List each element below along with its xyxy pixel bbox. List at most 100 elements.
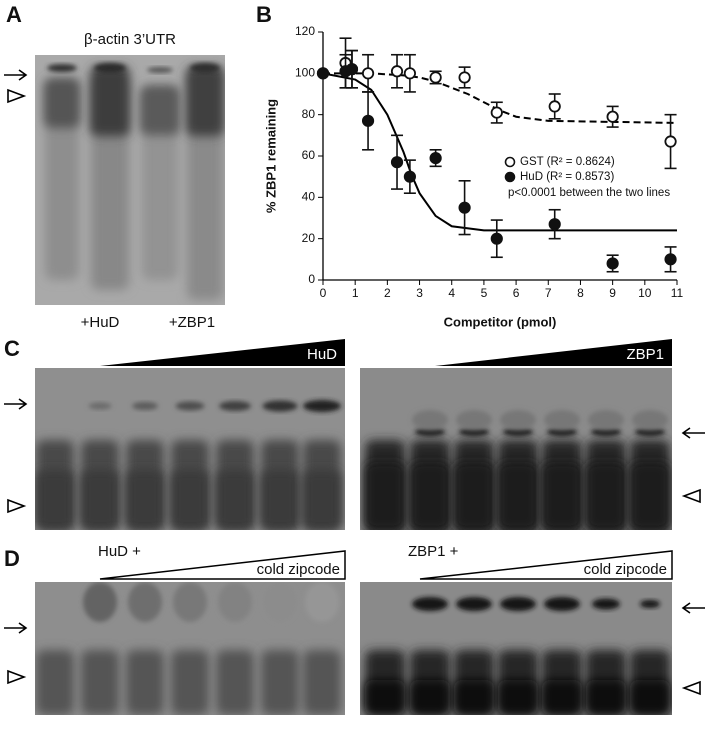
- data-point: [490, 106, 503, 119]
- gel-band: [142, 90, 178, 280]
- wedge-label: HuD +: [98, 543, 141, 560]
- gel-band: [498, 462, 538, 530]
- gel: [35, 368, 345, 530]
- gel-title: β-actin 3’UTR: [84, 31, 176, 48]
- x-tick-label: 6: [513, 286, 520, 300]
- legend-marker: [504, 156, 516, 168]
- x-tick-label: 10: [638, 286, 652, 300]
- x-tick-label: 1: [352, 286, 359, 300]
- gel-band: [126, 650, 164, 715]
- x-tick-label: 2: [384, 286, 391, 300]
- gel-band: [175, 401, 205, 411]
- x-tick-label: 8: [577, 286, 584, 300]
- data-point: [606, 110, 619, 123]
- gel-band: [632, 410, 668, 430]
- wedge-label: ZBP1: [626, 346, 664, 363]
- gel-band: [503, 427, 533, 437]
- legend-marker: [504, 171, 516, 183]
- gel-band: [47, 64, 77, 72]
- x-tick-label: 7: [545, 286, 552, 300]
- gel-band: [140, 85, 180, 135]
- gel-band: [586, 680, 626, 715]
- lane-label: +HuD: [81, 314, 120, 331]
- gel-band: [81, 470, 119, 530]
- gel-band: [365, 462, 405, 530]
- wedge-label: cold zipcode: [257, 561, 340, 578]
- data-point: [316, 67, 330, 80]
- arrow: [4, 622, 28, 634]
- y-tick-label: 80: [302, 107, 316, 121]
- data-point: [458, 201, 471, 214]
- gel-band: [303, 650, 341, 715]
- x-tick-label: 11: [671, 286, 684, 300]
- y-tick-label: 60: [302, 148, 316, 162]
- gel-band: [588, 410, 624, 430]
- gel-band: [44, 78, 80, 128]
- wedge-label: ZBP1 +: [408, 543, 459, 560]
- data-point: [403, 170, 416, 183]
- wedge-label: HuD: [307, 346, 337, 363]
- gel-band: [456, 410, 492, 430]
- gel-band: [500, 410, 536, 430]
- gel-band: [410, 462, 450, 530]
- data-point: [490, 232, 503, 245]
- x-tick-label: 4: [448, 286, 455, 300]
- x-tick-label: 5: [481, 286, 488, 300]
- gradient-wedge: [419, 550, 673, 580]
- gel-band: [219, 401, 251, 411]
- lane-label: +ZBP1: [169, 314, 215, 331]
- gel-band: [171, 470, 209, 530]
- gel: [35, 55, 225, 305]
- gel-band: [635, 427, 665, 437]
- gradient-wedge: [99, 550, 346, 580]
- gel-band: [261, 470, 299, 530]
- gel-band: [365, 680, 405, 715]
- y-tick-label: 40: [302, 190, 316, 204]
- x-tick-label: 0: [320, 286, 327, 300]
- panel-label: C: [4, 336, 20, 361]
- gel-band: [454, 680, 494, 715]
- gel-band: [454, 462, 494, 530]
- arrows: [4, 69, 705, 696]
- open-arrowhead: [7, 498, 27, 514]
- gel-band: [83, 582, 117, 622]
- gel-band: [456, 597, 492, 611]
- gel-band: [90, 66, 130, 136]
- gel-band: [303, 470, 341, 530]
- data-point: [429, 151, 442, 165]
- y-tick-label: 120: [295, 24, 315, 38]
- wedge-label: cold zipcode: [584, 561, 667, 578]
- gel-band: [45, 80, 79, 280]
- y-tick-label: 100: [295, 66, 315, 80]
- gel-band: [544, 410, 580, 430]
- gel-band: [147, 67, 173, 73]
- gel-band: [542, 680, 582, 715]
- open-arrowhead: [7, 669, 27, 685]
- gel-band: [173, 582, 207, 622]
- open-arrowhead: [681, 488, 701, 504]
- x-tick-label: 9: [609, 286, 616, 300]
- y-axis-label: % ZBP1 remaining: [263, 99, 278, 213]
- gel-band: [412, 410, 448, 430]
- gel-band: [544, 597, 580, 611]
- gel-band: [81, 650, 119, 715]
- gel-band: [128, 582, 162, 622]
- data-point: [403, 67, 416, 80]
- panel-label: A: [6, 2, 22, 27]
- data-point: [361, 114, 375, 127]
- gel-band: [216, 470, 254, 530]
- gel-band: [412, 597, 448, 611]
- gel-band: [36, 650, 74, 715]
- legend-label: HuD (R² = 0.8573): [520, 171, 614, 183]
- gel-band: [186, 66, 224, 136]
- arrow: [4, 398, 28, 410]
- arrow: [681, 427, 705, 439]
- gel-band: [36, 470, 74, 530]
- gel: [360, 582, 672, 715]
- gel-band: [218, 582, 252, 622]
- data-point: [345, 63, 359, 76]
- gel-band: [410, 680, 450, 715]
- gel-band: [171, 650, 209, 715]
- data-point: [606, 257, 619, 270]
- gel-band: [415, 427, 445, 437]
